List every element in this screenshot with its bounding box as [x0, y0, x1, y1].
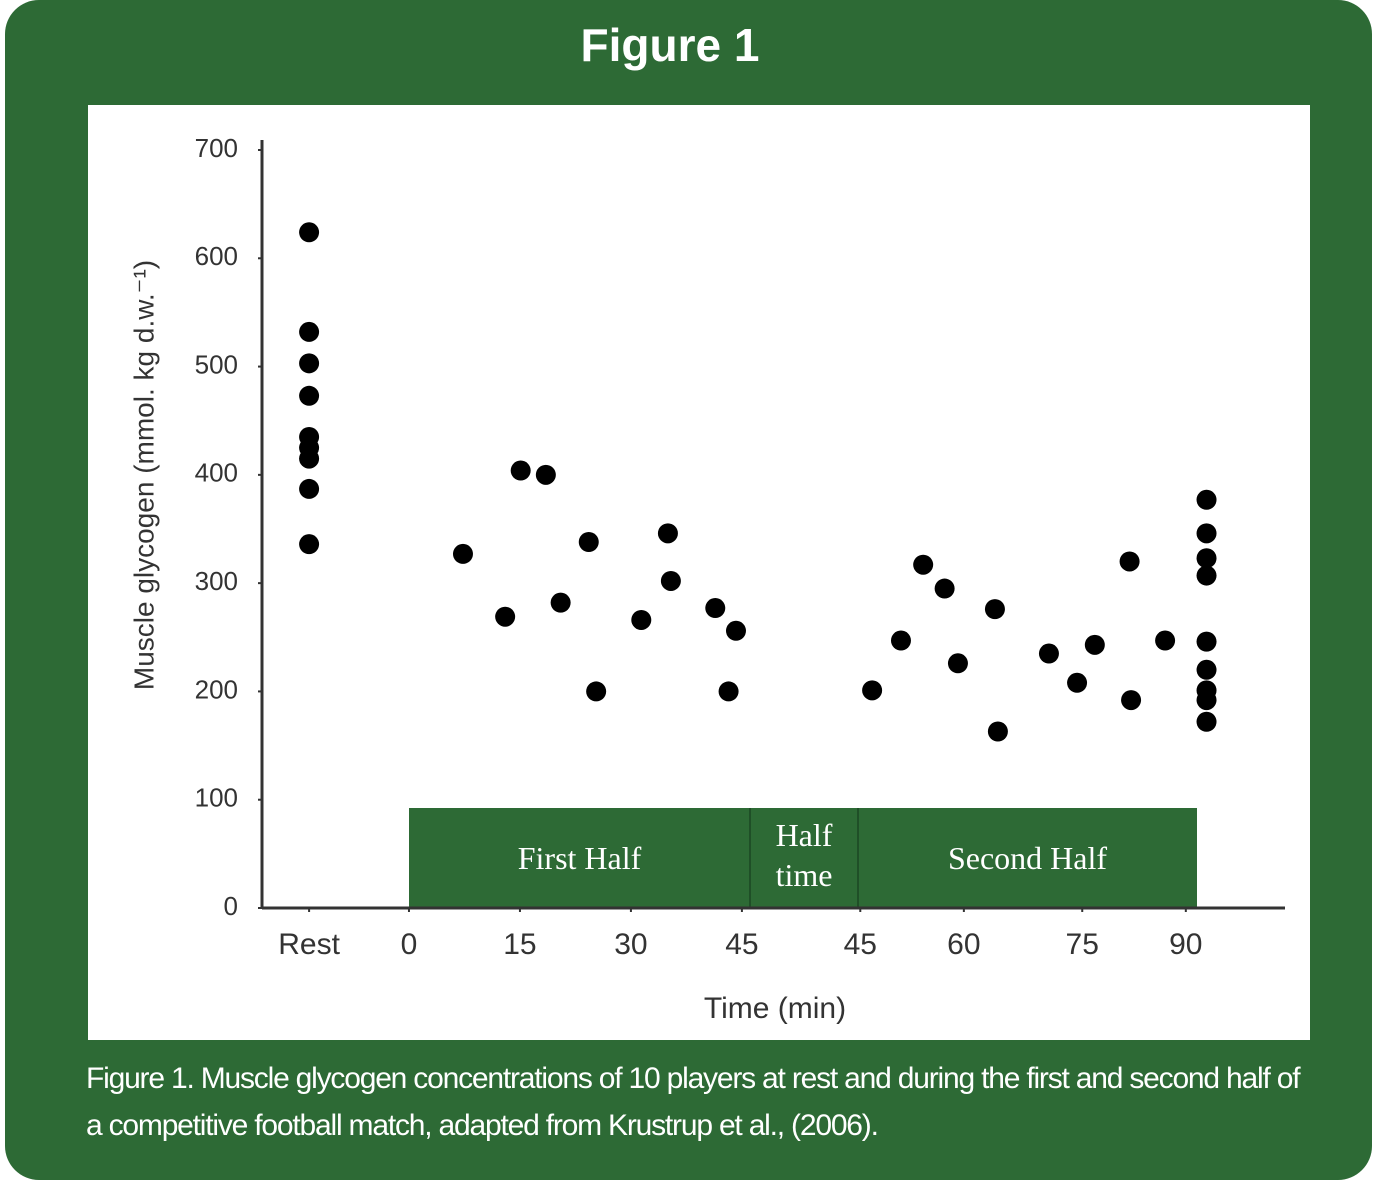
point — [657, 523, 678, 544]
point — [1121, 690, 1142, 711]
x-tick-label: 75 — [1066, 928, 1099, 961]
point — [947, 653, 968, 674]
x-tick-label: 45 — [844, 928, 877, 961]
point — [725, 620, 746, 641]
point — [1119, 551, 1140, 572]
point — [1196, 523, 1217, 544]
point — [660, 570, 681, 591]
point — [578, 531, 599, 552]
point — [718, 681, 739, 702]
point — [510, 460, 531, 481]
point — [586, 681, 607, 702]
x-tick-label: Rest — [278, 928, 340, 961]
point — [987, 721, 1008, 742]
point — [1196, 659, 1217, 680]
y-tick-label: 600 — [195, 241, 238, 271]
point — [1196, 489, 1217, 510]
point — [862, 680, 883, 701]
x-tick-label: 60 — [947, 928, 980, 961]
point — [452, 543, 473, 564]
title: Figure 1 — [580, 19, 760, 71]
point — [1084, 634, 1105, 655]
x-tick-label: 0 — [401, 928, 418, 961]
y-tick-label: 100 — [195, 783, 238, 813]
point — [299, 321, 320, 342]
x-tick-label: 45 — [725, 928, 758, 961]
y-tick-label: 0 — [224, 891, 238, 921]
point — [495, 606, 516, 627]
y-axis-label: Muscle glycogen (mmol. kg d.w.⁻¹) — [128, 260, 159, 690]
annotation: Half time — [775, 817, 833, 893]
point — [299, 478, 320, 499]
point — [1196, 690, 1217, 711]
point — [1155, 630, 1176, 651]
point — [550, 592, 571, 613]
point — [299, 448, 320, 469]
annotation: Second Half — [947, 840, 1108, 876]
point — [535, 464, 556, 485]
point — [1196, 548, 1217, 569]
y-tick-label: 700 — [195, 133, 238, 163]
y-tick-label: 200 — [195, 674, 238, 704]
x-tick-label: 15 — [503, 928, 536, 961]
period-band — [409, 808, 1197, 907]
point — [890, 630, 911, 651]
point — [934, 578, 955, 599]
y-tick-label: 400 — [195, 458, 238, 488]
x-tick-label: 30 — [614, 928, 647, 961]
point — [1067, 672, 1088, 693]
x-axis-label: Time (min) — [704, 992, 846, 1025]
x-tick-label: 90 — [1169, 928, 1202, 961]
point — [1196, 711, 1217, 732]
point — [705, 598, 726, 619]
y-tick-label: 500 — [195, 349, 238, 379]
point — [1038, 643, 1059, 664]
point — [299, 353, 320, 374]
point — [1196, 565, 1217, 586]
point — [299, 222, 320, 243]
point — [1196, 631, 1217, 652]
annotation: First Half — [517, 840, 642, 876]
point — [299, 534, 320, 555]
caption: Figure 1. Muscle glycogen concentrations… — [86, 1062, 1301, 1142]
point — [631, 609, 652, 630]
point — [984, 599, 1005, 620]
point — [299, 385, 320, 406]
point — [913, 554, 934, 575]
y-tick-label: 300 — [195, 566, 238, 596]
